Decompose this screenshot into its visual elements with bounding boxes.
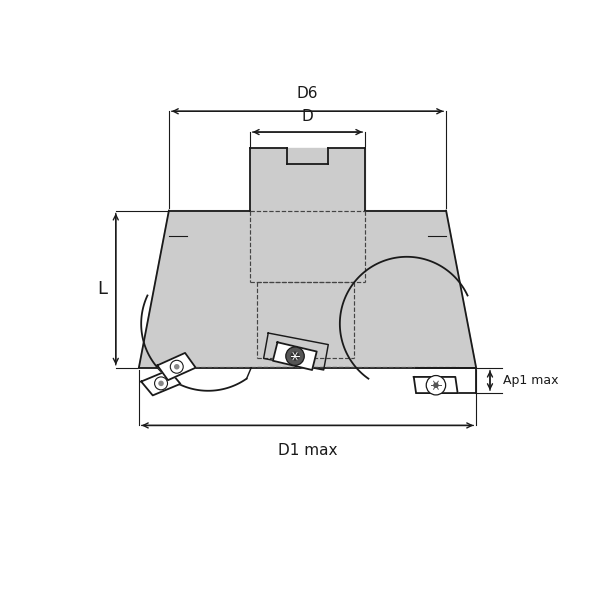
Polygon shape — [273, 342, 317, 370]
Circle shape — [433, 382, 439, 388]
Circle shape — [170, 360, 183, 373]
Text: L: L — [97, 280, 107, 298]
Text: Ap1 max: Ap1 max — [503, 374, 559, 387]
Polygon shape — [141, 370, 181, 395]
Circle shape — [174, 364, 179, 370]
Circle shape — [426, 376, 446, 395]
Text: D: D — [302, 109, 313, 124]
Circle shape — [290, 352, 299, 361]
Circle shape — [155, 377, 167, 390]
Polygon shape — [157, 353, 196, 380]
Circle shape — [286, 347, 304, 365]
Text: D1 max: D1 max — [278, 443, 337, 458]
Polygon shape — [139, 211, 476, 368]
Text: D6: D6 — [297, 86, 318, 101]
Circle shape — [158, 380, 164, 386]
Polygon shape — [250, 148, 365, 211]
Polygon shape — [414, 377, 458, 393]
